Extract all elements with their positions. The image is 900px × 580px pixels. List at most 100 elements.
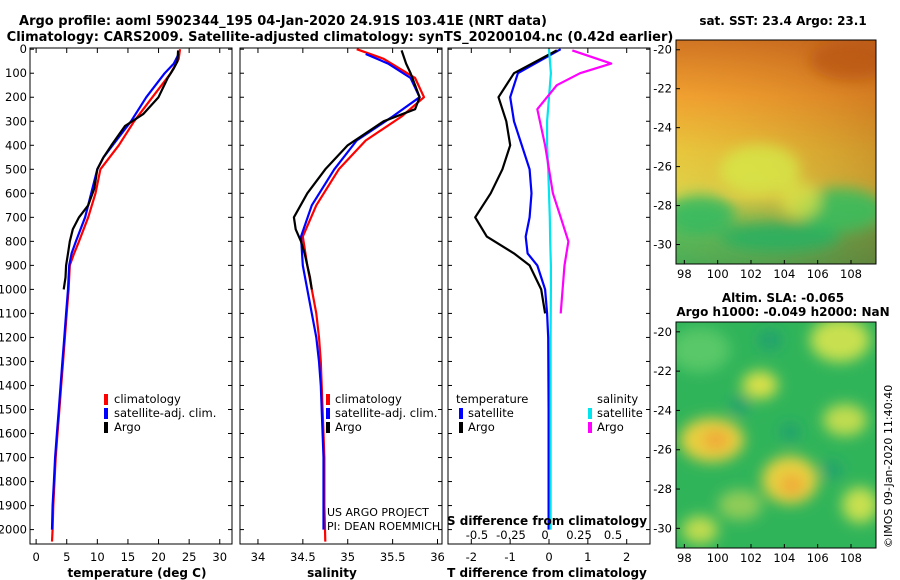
temperature-legend: climatology satellite-adj. clim. Argo [104, 392, 216, 434]
sla-heatmap [676, 322, 876, 548]
depth-axis: 0 100 200 300 400 500 600 700 800 900 1000 1100 1200… [0, 42, 27, 536]
salinity-legend: climatology satellite-adj. clim. Argo [326, 392, 437, 434]
x-tick-label: 34.5 [290, 550, 316, 564]
project-credit-line-1: US ARGO PROJECT [327, 506, 429, 519]
depth-tick-label: 1800 [0, 475, 27, 489]
series-line-argo [62, 50, 180, 290]
legend-heading-salinity: salinity [597, 392, 638, 406]
x-tick-label: 2 [623, 550, 630, 564]
depth-tick-label: 1000 [0, 282, 27, 296]
x-tick-label: 30 [212, 550, 227, 564]
depth-tick-label: 400 [5, 138, 27, 152]
sla-map-axes: 98 100 102 104 106 108 -20 -22 -24 -26 -28 -30 [653, 325, 862, 565]
legend-label-climatology: climatology [335, 392, 402, 406]
x-tick-label: 1 [584, 550, 591, 564]
x2-tick-label: 0.5 [604, 528, 622, 542]
x-tick-label: 0 [32, 550, 39, 564]
series-line-salinity-satellite [545, 49, 553, 530]
series-line-temperature-satellite [509, 48, 562, 530]
map-y-tick-label: -24 [653, 121, 672, 135]
map-x-tick-label: 100 [707, 267, 729, 281]
salinity-series [292, 48, 426, 542]
legend-label-satellite: satellite-adj. clim. [114, 406, 216, 420]
x2-tick-label: 0.25 [566, 528, 592, 542]
map-y-tick-label: -28 [653, 199, 672, 213]
t-difference-xlabel: T difference from climatology [447, 566, 647, 580]
difference-axis: -2 -1 0 1 2 -0.5 -0.25 0 0.25 0.5 [448, 48, 650, 564]
title-line-1: Argo profile: aoml 5902344_195 04-Jan-20… [19, 14, 547, 29]
depth-tick-label: 1500 [0, 402, 27, 416]
map-x-tick-label: 98 [677, 551, 692, 565]
x-tick-label: 0 [545, 550, 552, 564]
map-y-tick-label: -26 [653, 160, 672, 174]
map-y-tick-label: -20 [653, 43, 672, 57]
legend-swatch-s-satellite [588, 408, 592, 419]
sla-map-frame [675, 321, 877, 549]
map-y-tick-label: -30 [653, 521, 672, 535]
x-tick-label: -1 [504, 550, 515, 564]
salinity-axis: 34 34.5 35 35.5 36 [240, 48, 445, 564]
sst-map-title: sat. SST: 23.4 Argo: 23.1 [699, 14, 866, 28]
temperature-series [50, 49, 182, 542]
depth-tick-label: 0 [20, 42, 27, 56]
map-x-tick-label: 108 [840, 267, 862, 281]
depth-tick-label: 100 [5, 66, 27, 80]
x-tick-label: 25 [182, 550, 197, 564]
series-line-temperature-argo [474, 49, 558, 314]
x-tick-label: 10 [90, 550, 105, 564]
depth-tick-label: 2000 [0, 523, 27, 537]
difference-series [474, 48, 613, 530]
salinity-panel-frame [239, 47, 443, 545]
salinity-xlabel: salinity [307, 566, 357, 580]
depth-tick-label: 200 [5, 90, 27, 104]
depth-tick-label: 700 [5, 210, 27, 224]
depth-tick-label: 800 [5, 234, 27, 248]
series-line-argo [292, 50, 421, 290]
x2-tick-label: -0.25 [496, 528, 526, 542]
series-line-satellite-adj-clim- [50, 53, 180, 530]
x-tick-label: 34 [251, 550, 266, 564]
x-tick-label: 15 [121, 550, 136, 564]
map-x-tick-label: 106 [807, 551, 829, 565]
x-tick-label: -2 [466, 550, 477, 564]
map-y-tick-label: -20 [653, 325, 672, 339]
x-tick-label: 35 [340, 550, 355, 564]
difference-legend: temperature salinity satellite Argo sate… [456, 392, 643, 434]
sst-map-frame [675, 39, 877, 265]
legend-swatch-argo [326, 422, 330, 433]
map-x-tick-label: 102 [740, 551, 762, 565]
series-line-climatology [50, 49, 182, 542]
temperature-panel-frame [29, 47, 233, 545]
map-y-tick-label: -24 [653, 403, 672, 417]
legend-label-t-satellite: satellite [468, 406, 514, 420]
legend-swatch-argo [104, 422, 108, 433]
map-x-tick-label: 102 [740, 267, 762, 281]
legend-label-satellite: satellite-adj. clim. [335, 406, 437, 420]
legend-label-argo: Argo [114, 420, 141, 434]
x-tick-label: 5 [63, 550, 70, 564]
map-y-tick-label: -30 [653, 238, 672, 252]
series-line-climatology [301, 48, 426, 542]
map-y-tick-label: -22 [653, 364, 672, 378]
map-y-tick-label: -22 [653, 82, 672, 96]
series-line-satellite-adj-clim- [299, 52, 421, 530]
series-line-salinity-argo [536, 49, 613, 314]
legend-swatch-t-argo [459, 422, 463, 433]
s-difference-xlabel: S difference from climatology [447, 514, 647, 528]
sla-map-title-1: Altim. SLA: -0.065 [722, 291, 844, 305]
depth-tick-label: 600 [5, 186, 27, 200]
map-y-tick-label: -26 [653, 443, 672, 457]
depth-tick-label: 1700 [0, 451, 27, 465]
map-x-tick-label: 104 [773, 551, 795, 565]
depth-tick-label: 500 [5, 162, 27, 176]
x2-tick-label: -0.5 [466, 528, 488, 542]
depth-tick-label: 900 [5, 258, 27, 272]
legend-label-s-argo: Argo [597, 420, 624, 434]
legend-swatch-satellite [326, 408, 330, 419]
x-tick-label: 35.5 [380, 550, 406, 564]
sla-map-title-2: Argo h1000: -0.049 h2000: NaN [676, 305, 889, 319]
legend-label-s-satellite: satellite [597, 406, 643, 420]
map-y-tick-label: -28 [653, 482, 672, 496]
legend-label-argo: Argo [335, 420, 362, 434]
